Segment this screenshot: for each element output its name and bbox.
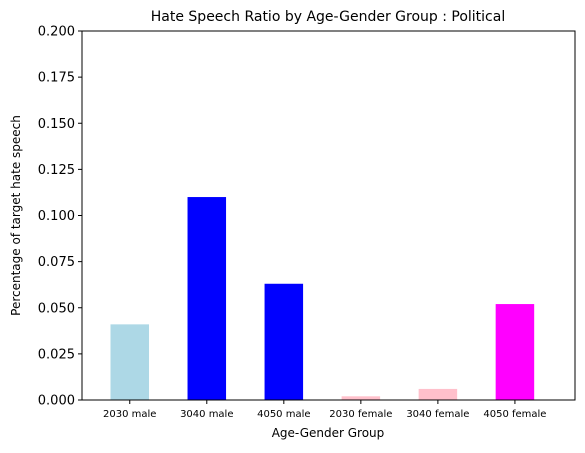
x-axis-label: Age-Gender Group — [272, 426, 385, 440]
x-tick-label: 2030 female — [329, 409, 392, 420]
x-tick-label: 2030 male — [103, 409, 156, 420]
plot-frame — [81, 30, 576, 401]
bars-layer — [110, 197, 535, 400]
y-tick-label: 0.125 — [38, 163, 75, 178]
y-tick-label: 0.025 — [38, 347, 75, 362]
bar-2030-female — [341, 396, 381, 400]
y-tick-label: 0.050 — [38, 301, 75, 316]
y-tick-label: 0.100 — [38, 209, 75, 224]
y-tick-label: 0.150 — [38, 117, 75, 132]
y-tick-label: 0.075 — [38, 255, 75, 270]
x-tick-label: 4050 female — [483, 409, 546, 420]
chart-title: Hate Speech Ratio by Age-Gender Group : … — [151, 9, 505, 25]
y-axis-label: Percentage of target hate speech — [9, 115, 23, 316]
y-tick-label: 0.000 — [38, 394, 75, 409]
y-tick-label: 0.200 — [38, 25, 75, 40]
bar-2030-male — [110, 324, 150, 400]
y-axis-ticks: 0.000 0.025 0.050 0.075 0.100 0.125 0.150 0.175… — [38, 25, 82, 409]
bar-3040-male — [187, 197, 227, 400]
bar-3040-female — [418, 388, 458, 400]
x-tick-label: 3040 female — [406, 409, 469, 420]
bar-4050-female — [495, 304, 535, 400]
x-tick-label: 4050 male — [257, 409, 310, 420]
bar-4050-male — [264, 283, 304, 400]
x-axis-ticks: 2030 male 3040 male 4050 male 2030 female 30… — [103, 400, 546, 420]
x-tick-label: 3040 male — [180, 409, 233, 420]
y-tick-label: 0.175 — [38, 71, 75, 86]
